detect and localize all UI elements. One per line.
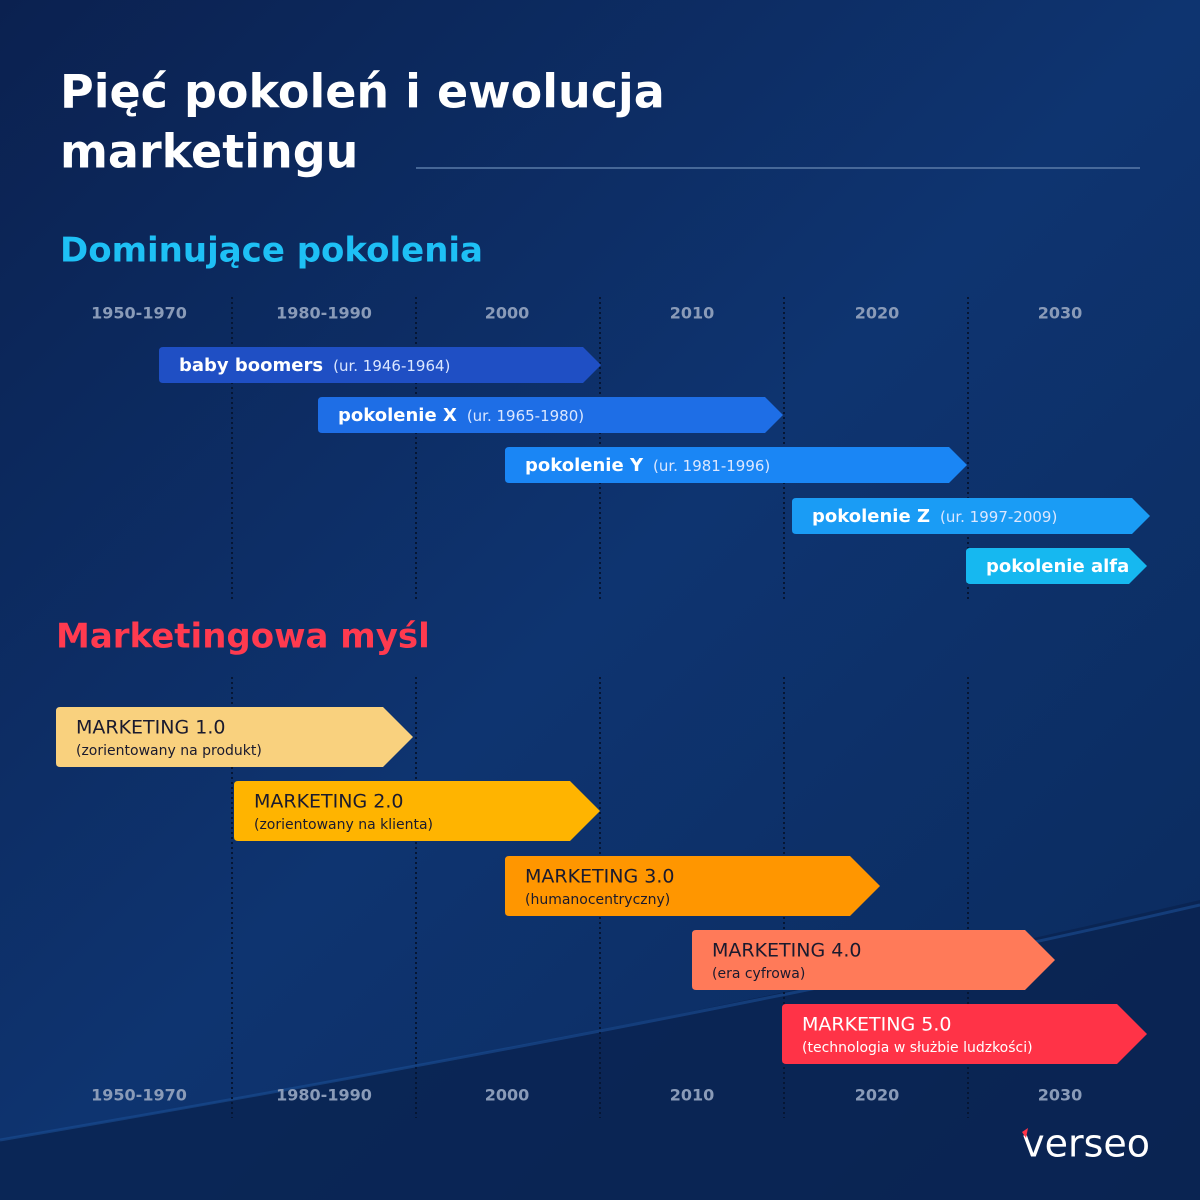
generation-label: pokolenie X (ur. 1965-1980) bbox=[338, 405, 584, 426]
generation-name: pokolenie Y bbox=[525, 455, 644, 476]
generation-years: (ur. 1965-1980) bbox=[467, 407, 584, 425]
generation-label: pokolenie Y (ur. 1981-1996) bbox=[525, 455, 770, 476]
marketing-arrow bbox=[56, 707, 413, 767]
marketing-name: MARKETING 4.0 bbox=[712, 940, 861, 962]
period-label: 2030 bbox=[1038, 1086, 1083, 1105]
marketing-description: (zorientowany na produkt) bbox=[76, 743, 262, 759]
generation-arrow bbox=[505, 447, 967, 483]
marketing-name: MARKETING 5.0 bbox=[802, 1014, 951, 1036]
marketing-description: (technologia w służbie ludzkości) bbox=[802, 1040, 1033, 1056]
generation-years: (ur. 1946-1964) bbox=[333, 357, 450, 375]
period-label: 2030 bbox=[1038, 304, 1083, 323]
title-line: marketingu bbox=[60, 125, 358, 179]
generation-arrow bbox=[159, 347, 601, 383]
generation-arrow bbox=[792, 498, 1150, 534]
generation-arrow bbox=[966, 548, 1147, 584]
marketing-arrow bbox=[692, 930, 1055, 990]
period-label: 1980-1990 bbox=[276, 304, 372, 323]
period-label: 1950-1970 bbox=[91, 304, 187, 323]
wave-edge bbox=[0, 903, 1200, 1142]
period-label: 2010 bbox=[670, 1086, 715, 1105]
generation-label: pokolenie alfa bbox=[986, 556, 1129, 577]
marketing-name: MARKETING 2.0 bbox=[254, 791, 403, 813]
marketing-description: (zorientowany na klienta) bbox=[254, 817, 433, 833]
marketing-arrow bbox=[782, 1004, 1147, 1064]
period-label: 2020 bbox=[855, 1086, 900, 1105]
period-label: 2000 bbox=[485, 1086, 530, 1105]
generation-name: pokolenie alfa bbox=[986, 556, 1129, 577]
section-title: Dominujące pokolenia bbox=[60, 231, 483, 271]
period-label: 2000 bbox=[485, 304, 530, 323]
title-line: Pięć pokoleń i ewolucja bbox=[60, 65, 665, 119]
generation-name: pokolenie X bbox=[338, 405, 457, 426]
marketing-description: (era cyfrowa) bbox=[712, 966, 805, 982]
marketing-arrow bbox=[505, 856, 880, 916]
generation-label: pokolenie Z (ur. 1997-2009) bbox=[812, 506, 1057, 527]
marketing-description: (humanocentryczny) bbox=[525, 892, 670, 908]
generation-name: pokolenie Z bbox=[812, 506, 930, 527]
marketing-name: MARKETING 1.0 bbox=[76, 717, 225, 739]
period-label: 2020 bbox=[855, 304, 900, 323]
logo: verseo bbox=[1022, 1122, 1150, 1166]
period-label: 2010 bbox=[670, 304, 715, 323]
marketing-arrow bbox=[234, 781, 600, 841]
generation-years: (ur. 1981-1996) bbox=[653, 457, 770, 475]
period-label: 1980-1990 bbox=[276, 1086, 372, 1105]
section-title: Marketingowa myśl bbox=[56, 617, 430, 657]
generation-name: baby boomers bbox=[179, 355, 323, 376]
generation-label: baby boomers (ur. 1946-1964) bbox=[179, 355, 450, 376]
marketing-name: MARKETING 3.0 bbox=[525, 866, 674, 888]
generation-years: (ur. 1997-2009) bbox=[940, 508, 1057, 526]
generation-arrow bbox=[318, 397, 783, 433]
period-label: 1950-1970 bbox=[91, 1086, 187, 1105]
logo-accent bbox=[1022, 1128, 1028, 1138]
